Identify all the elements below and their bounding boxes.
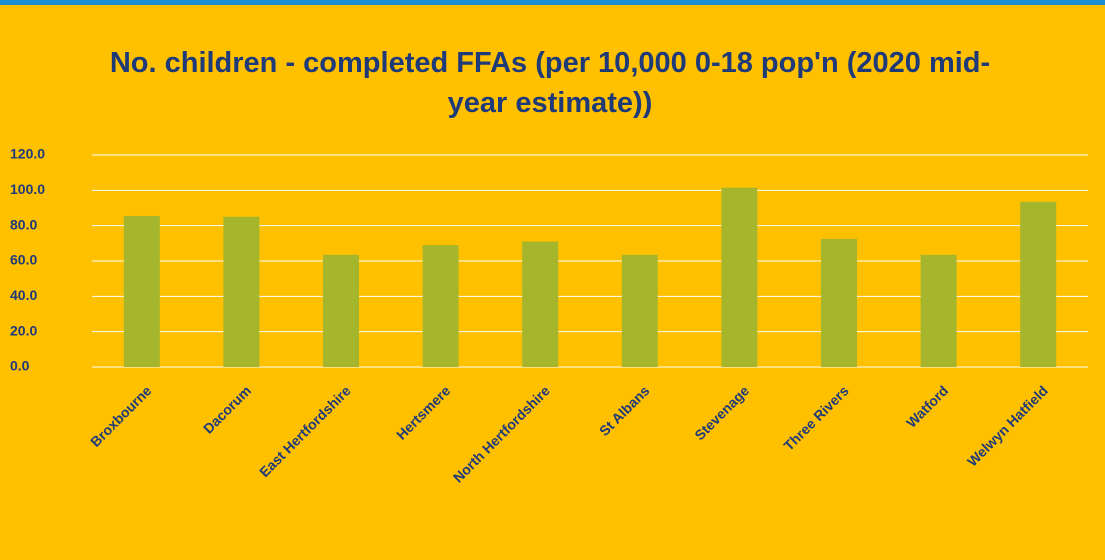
bar: [323, 254, 359, 367]
x-tick-label: Stevenage: [691, 382, 752, 443]
y-tick-label: 60.0: [10, 252, 37, 268]
bar: [522, 241, 559, 367]
x-tick-label: North Hertfordshire: [450, 382, 553, 485]
bar: [1020, 201, 1057, 367]
bar: [422, 245, 459, 367]
y-tick-label: 100.0: [10, 181, 45, 197]
bar: [721, 187, 758, 367]
bar: [123, 215, 160, 367]
plot: 0.0 20.0 40.0 60.0 80.0 100.0 120.0 Broxbourne D…: [10, 146, 1088, 486]
bar: [920, 254, 957, 367]
bar: [621, 254, 658, 367]
x-tick-label: Welwyn Hatfield: [964, 382, 1051, 469]
y-tick-label: 0.0: [10, 358, 30, 374]
x-tick-label: Hertsmere: [393, 382, 453, 442]
x-tick-label: St Albans: [596, 382, 653, 439]
x-tick-label: Three Rivers: [780, 382, 851, 453]
y-tick-label: 20.0: [10, 322, 37, 338]
y-tick-label: 40.0: [10, 287, 37, 303]
x-tick-label: Broxbourne: [87, 382, 155, 450]
bar: [821, 238, 857, 367]
bar: [223, 216, 260, 367]
y-tick-label: 80.0: [10, 216, 37, 232]
chart-title: No. children - completed FFAs (per 10,00…: [109, 47, 991, 119]
x-tick-label: East Hertfordshire: [256, 382, 354, 480]
x-tick-label: Dacorum: [200, 382, 254, 436]
y-tick-label: 120.0: [10, 146, 45, 162]
x-tick-label: Watford: [903, 382, 951, 430]
